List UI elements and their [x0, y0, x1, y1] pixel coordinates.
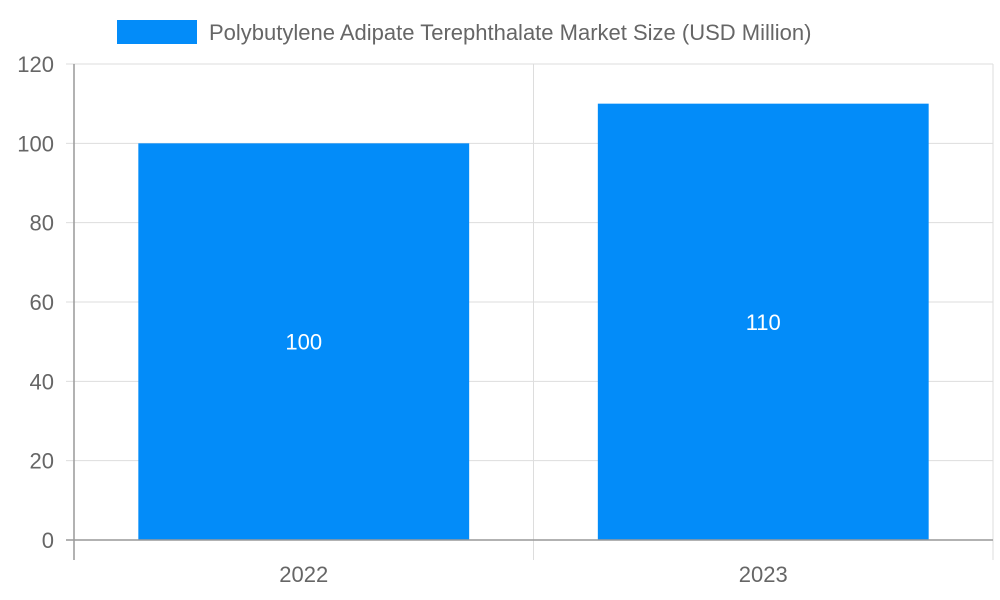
- legend-swatch: [117, 20, 197, 44]
- axes: [66, 64, 993, 560]
- y-tick-label: 80: [30, 211, 54, 236]
- axis-labels: 0 20 40 60 80 100 120 100 2022 110 2023: [17, 52, 787, 587]
- y-tick-label: 120: [17, 52, 54, 77]
- x-tick-label: 2023: [739, 562, 788, 587]
- data-label: 110: [746, 310, 781, 335]
- y-tick-label: 60: [30, 290, 54, 315]
- y-tick-label: 100: [17, 131, 54, 156]
- y-tick-label: 0: [42, 528, 54, 553]
- y-tick-label: 40: [30, 369, 54, 394]
- legend[interactable]: Polybutylene Adipate Terephthalate Marke…: [117, 20, 811, 45]
- bars: [138, 103, 929, 541]
- bar-2023[interactable]: [597, 103, 929, 541]
- data-label: 100: [285, 330, 322, 355]
- legend-label: Polybutylene Adipate Terephthalate Marke…: [209, 20, 811, 45]
- bar-2022[interactable]: [138, 143, 470, 541]
- x-tick-label: 2022: [279, 562, 328, 587]
- y-tick-label: 20: [30, 449, 54, 474]
